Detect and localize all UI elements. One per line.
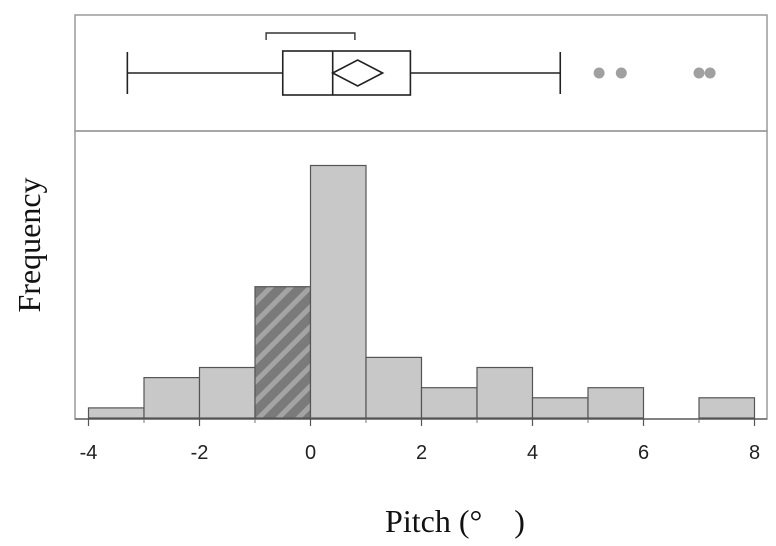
histogram-bar: [420, 387, 478, 419]
histogram-bar: [309, 164, 367, 419]
histogram-bar: [365, 356, 423, 419]
histogram-bar: [476, 366, 534, 419]
histogram-bar: [143, 377, 201, 419]
x-tick-label: 8: [749, 442, 760, 464]
x-tick-label: 0: [305, 442, 316, 464]
y-axis-label: Frequency: [11, 177, 47, 312]
boxplot-outlier-point: [704, 67, 716, 79]
boxplot-panel: [74, 14, 768, 132]
histogram-bars: [87, 164, 756, 419]
boxplot-mean-diamond: [330, 59, 385, 87]
boxplot-shortest-half-bracket: [265, 32, 356, 40]
boxplot-outlier-point: [693, 67, 705, 79]
histogram-bar: [698, 397, 756, 419]
histogram-bar: [198, 366, 256, 419]
histogram-bar: [87, 407, 145, 419]
x-tick-label: 2: [416, 442, 427, 464]
x-tick-label: -2: [191, 442, 209, 464]
boxplot-box: [281, 50, 412, 96]
x-axis: -4 -2 0 2 4 6 8: [75, 418, 767, 464]
x-tick-label: 6: [638, 442, 649, 464]
boxplot: [126, 32, 716, 96]
histogram-bar: [587, 387, 645, 419]
histogram-bar: [531, 397, 589, 419]
x-axis-label: Pitch (° ): [385, 503, 525, 539]
histogram-bar-highlighted: [254, 286, 312, 419]
x-tick-label: -4: [80, 442, 98, 464]
x-tick-label: 4: [527, 442, 538, 464]
boxplot-outlier-point: [615, 67, 627, 79]
boxplot-outlier-point: [593, 67, 605, 79]
histogram-panel: [74, 130, 768, 420]
